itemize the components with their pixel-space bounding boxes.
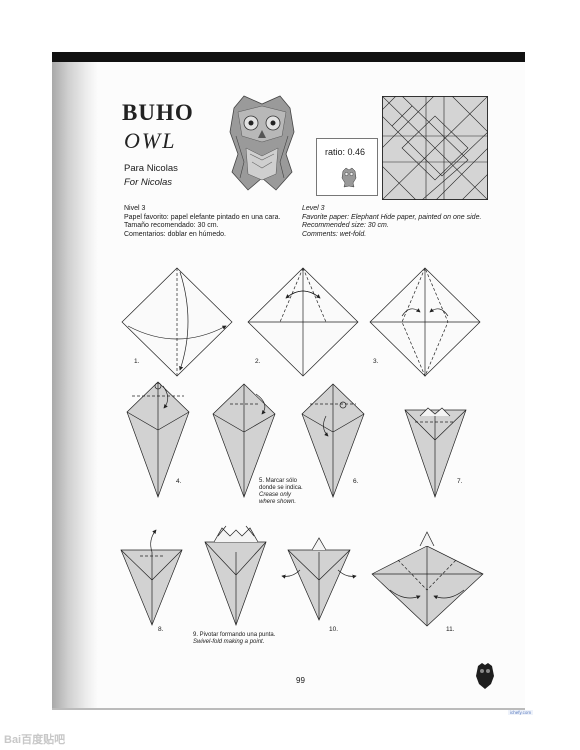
step-label-1: 1. bbox=[134, 358, 140, 365]
spec-line: Favorite paper: Elephant Hide paper, pai… bbox=[302, 213, 482, 221]
step-8-diagram bbox=[120, 529, 183, 626]
step-label-10: 10. bbox=[329, 626, 339, 633]
spec-line: Comments: wet-fold. bbox=[302, 230, 367, 238]
specs-spanish: Nivel 3 Papel favorito: papel elefante p… bbox=[124, 205, 280, 239]
ratio-label: ratio: 0.46 bbox=[325, 147, 366, 157]
top-scan-edge bbox=[52, 52, 525, 62]
step-label-11: 11. bbox=[446, 626, 455, 633]
step-6-diagram bbox=[301, 383, 365, 499]
page-subtitle: OWL bbox=[124, 128, 177, 153]
page-spine-shadow bbox=[52, 62, 98, 710]
step-label-3: 3. bbox=[373, 358, 379, 365]
step-label-4: 4. bbox=[176, 478, 182, 485]
step-5-diagram bbox=[212, 383, 276, 499]
spec-line: Nivel 3 bbox=[124, 205, 146, 212]
step-10-diagram bbox=[281, 537, 357, 621]
step-label-2: 2. bbox=[255, 358, 261, 365]
step-label-6: 6. bbox=[353, 478, 359, 485]
step-5-en-line-2: where shown. bbox=[259, 499, 297, 505]
step-5-es-line-1: 5. Marcar sólo bbox=[259, 478, 298, 484]
step-2-diagram bbox=[247, 267, 359, 377]
spec-line: Recommended size: 30 cm. bbox=[302, 222, 389, 229]
spec-line: Papel favorito: papel elefante pintado e… bbox=[124, 213, 281, 221]
step-5-es-line-2: donde se indica. bbox=[259, 485, 303, 491]
specs-english: Level 3 Favorite paper: Elephant Hide pa… bbox=[302, 205, 481, 239]
watermark-baidu: Bai百度贴吧 bbox=[4, 734, 66, 746]
step-5-note: 5. Marcar sólo donde se indica. Crease o… bbox=[259, 478, 303, 506]
step-11-diagram bbox=[371, 531, 484, 627]
spec-line: Tamaño recomendado: 30 cm. bbox=[124, 222, 219, 229]
dedication-es: Para Nicolas bbox=[124, 163, 178, 174]
step-label-8: 8. bbox=[158, 626, 164, 633]
step-5-en-line-1: Crease only bbox=[259, 492, 292, 498]
step-9-diagram bbox=[204, 525, 267, 627]
step-4-diagram bbox=[126, 381, 190, 499]
spec-line: Comentarios: doblar en húmedo. bbox=[124, 230, 226, 238]
page-number: 99 bbox=[296, 676, 305, 685]
owl-model-photo bbox=[229, 95, 295, 191]
step-label-7: 7. bbox=[457, 478, 463, 485]
step-9-en-line: Swivel-fold making a point. bbox=[193, 639, 265, 645]
page-title: BUHO bbox=[122, 100, 194, 125]
crease-pattern-diagram bbox=[382, 96, 488, 200]
step-1-diagram bbox=[121, 267, 233, 377]
small-owl-icon bbox=[341, 167, 357, 188]
step-3-diagram bbox=[369, 267, 481, 377]
dedication-en: For Nicolas bbox=[124, 177, 173, 188]
finished-owl-icon bbox=[476, 663, 494, 689]
spec-line: Level 3 bbox=[302, 205, 325, 212]
watermark-site: ichefy.com bbox=[508, 710, 534, 715]
bottom-scan-edge bbox=[52, 708, 525, 710]
step-7-diagram bbox=[404, 407, 467, 499]
paper-ratio-box: ratio: 0.46 bbox=[316, 138, 378, 196]
step-9-note: 9. Pivotar formando una punta. Swivel-fo… bbox=[193, 632, 275, 646]
step-9-es-line: 9. Pivotar formando una punta. bbox=[193, 632, 276, 638]
